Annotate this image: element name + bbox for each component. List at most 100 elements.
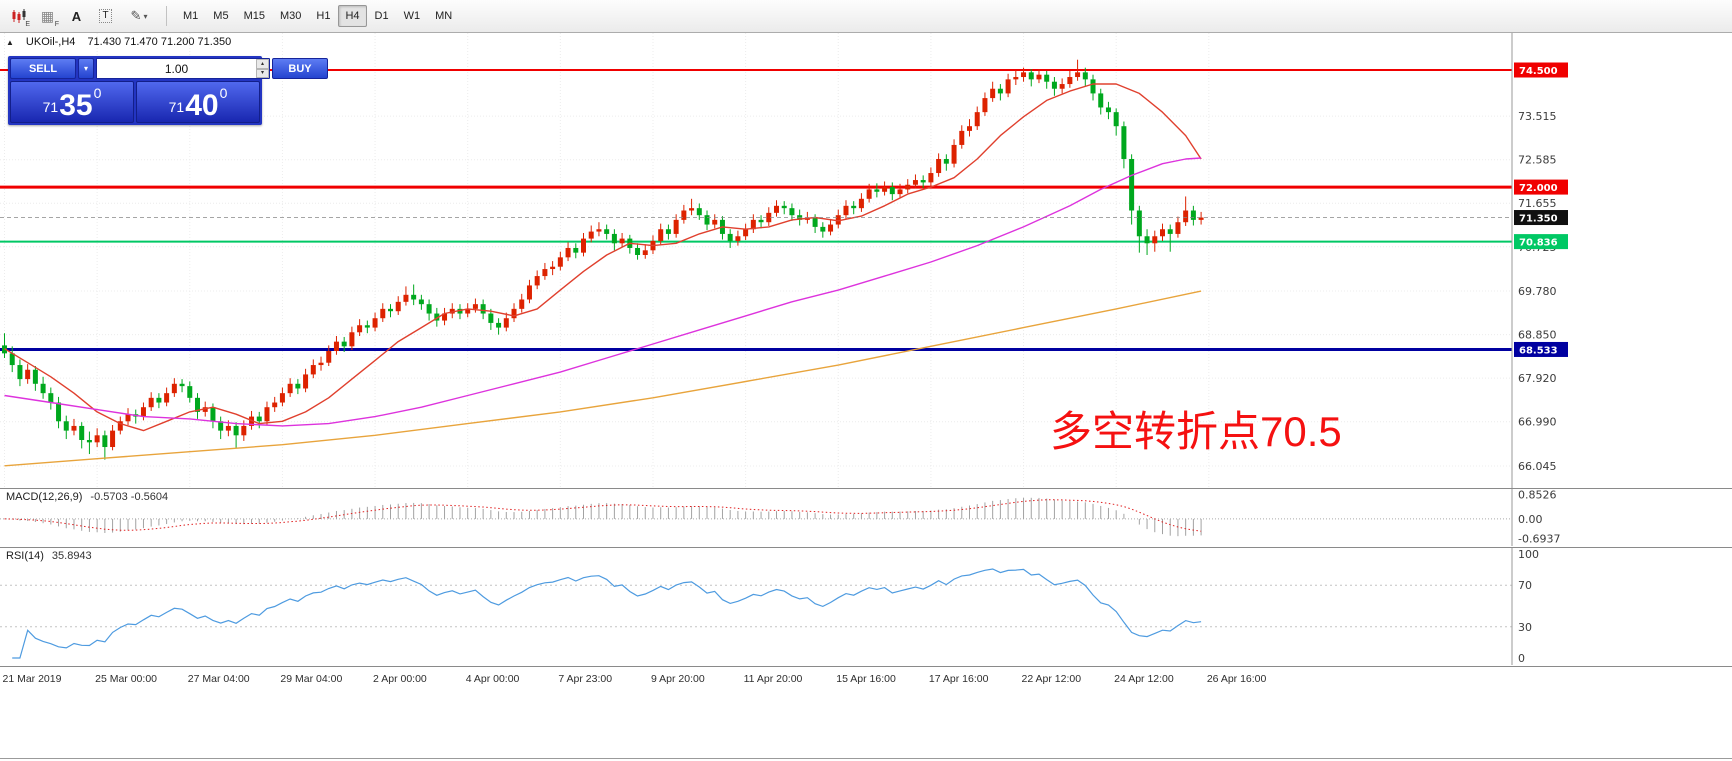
volume-input[interactable] [97, 59, 256, 78]
text-tool-icon[interactable]: T [92, 4, 119, 28]
time-axis-label: 4 Apr 00:00 [465, 673, 520, 685]
svg-text:-0.6937: -0.6937 [1518, 533, 1560, 546]
indicator-grid-icon[interactable]: ▦ F [34, 4, 61, 29]
chevron-down-icon: ▾ [143, 11, 148, 21]
candlestick-chart-icon[interactable]: E [5, 4, 32, 28]
volume-spinner: ▴ ▾ [256, 59, 269, 78]
time-axis-label: 21 Mar 2019 [2, 673, 62, 685]
svg-text:0: 0 [1518, 652, 1525, 665]
time-axis-label: 2 Apr 00:00 [373, 673, 427, 685]
svg-text:30: 30 [1518, 621, 1532, 634]
chart-annotation-text: 多空转折点70.5 [1050, 408, 1342, 455]
timeframe-mn-button[interactable]: MN [428, 5, 459, 27]
svg-text:71.350: 71.350 [1519, 214, 1558, 225]
macd-indicator-name: MACD(12,26,9) [6, 491, 83, 503]
svg-text:66.045: 66.045 [1518, 460, 1557, 473]
time-axis-label: 29 Mar 04:00 [280, 673, 343, 685]
time-axis-label: 24 Apr 12:00 [1114, 673, 1174, 685]
svg-text:68.533: 68.533 [1519, 345, 1558, 356]
cursor-a-glyph: A [71, 8, 82, 24]
timeframe-w1-button[interactable]: W1 [397, 5, 428, 27]
svg-text:0.00: 0.00 [1518, 513, 1543, 526]
timeframe-h1-button[interactable]: H1 [309, 5, 337, 27]
time-axis-label: 9 Apr 20:00 [650, 673, 705, 685]
svg-text:70: 70 [1518, 579, 1532, 592]
chart-title: ▲ UKOil-,H4 71.430 71.470 71.200 71.350 [6, 36, 231, 48]
collapse-panel-icon[interactable]: ▲ [6, 37, 14, 47]
main-chart-canvas[interactable]: 73.51572.58571.65570.72569.78068.85067.9… [0, 33, 1732, 488]
svg-text:66.990: 66.990 [1518, 416, 1557, 429]
timeframe-d1-button[interactable]: D1 [368, 5, 396, 27]
time-axis-label: 27 Mar 04:00 [187, 673, 250, 685]
timeframe-group: M1 M5 M15 M30 H1 H4 D1 W1 MN [176, 5, 459, 27]
time-axis-label: 11 Apr 20:00 [743, 673, 803, 685]
bid-price-prefix: 71 [42, 99, 59, 115]
macd-canvas[interactable]: 0.8526 0.00 -0.6937 [0, 489, 1732, 546]
rsi-label: RSI(14) 35.8943 [6, 550, 92, 562]
draw-tool-icon[interactable]: ✎ ▾ [121, 4, 157, 28]
macd-panel: 0.8526 0.00 -0.6937 MACD(12,26,9) -0.5703 … [0, 488, 1732, 547]
tool-sub-label: F [54, 21, 59, 28]
macd-values: -0.5703 -0.5604 [90, 491, 169, 503]
svg-text:0.8526: 0.8526 [1518, 489, 1557, 502]
timeframe-m5-button[interactable]: M5 [206, 5, 235, 27]
svg-text:72.000: 72.000 [1519, 183, 1558, 194]
svg-text:72.585: 72.585 [1518, 154, 1557, 167]
time-axis-label: 15 Apr 16:00 [836, 673, 896, 685]
timeframe-m15-button[interactable]: M15 [237, 5, 272, 27]
chart-area: 73.51572.58571.65570.72569.78068.85067.9… [0, 33, 1732, 488]
svg-text:74.500: 74.500 [1519, 66, 1558, 77]
rsi-canvas[interactable]: 100 70 30 0 [0, 548, 1732, 665]
chevron-up-icon: ▴ [260, 60, 264, 67]
volume-down-button[interactable]: ▾ [256, 68, 269, 78]
rsi-indicator-name: RSI(14) [6, 550, 44, 562]
cursor-tool-icon[interactable]: A [63, 4, 90, 28]
sell-button[interactable]: SELL [10, 58, 76, 79]
buy-button[interactable]: BUY [272, 58, 328, 79]
svg-text:67.920: 67.920 [1518, 372, 1557, 385]
volume-dropdown-button[interactable]: ▾ [78, 58, 94, 79]
macd-label: MACD(12,26,9) -0.5703 -0.5604 [6, 491, 168, 503]
time-axis-label: 17 Apr 16:00 [928, 673, 989, 685]
chart-symbol-label: UKOil-,H4 [25, 36, 76, 48]
pencil-glyph: ✎ [130, 8, 142, 23]
timeframe-h4-button[interactable]: H4 [338, 5, 367, 27]
svg-text:71.655: 71.655 [1518, 197, 1557, 210]
time-axis-label: 26 Apr 16:00 [1206, 673, 1267, 685]
toolbar-separator [166, 6, 167, 26]
candlestick-glyph [12, 8, 25, 23]
bid-price-pip-digit: 0 [93, 85, 102, 101]
volume-up-button[interactable]: ▴ [256, 59, 269, 69]
bid-price-big-digits: 35 [59, 88, 93, 122]
timeframe-m30-button[interactable]: M30 [273, 5, 308, 27]
timeframe-m1-button[interactable]: M1 [176, 5, 205, 27]
ask-price-prefix: 71 [168, 99, 185, 115]
trade-controls-row: SELL ▾ ▴ ▾ BUY [10, 58, 328, 79]
svg-text:68.850: 68.850 [1518, 329, 1557, 342]
time-axis-label: 7 Apr 23:00 [558, 673, 613, 685]
bottom-spacer [0, 693, 1732, 761]
text-t-glyph: T [99, 9, 112, 23]
tool-sub-label: E [25, 21, 30, 28]
chevron-down-icon: ▾ [260, 70, 264, 77]
toolbar: E ▦ F A T ✎ ▾ M1 M5 M15 M30 H1 H4 D1 W1 MN [0, 0, 1732, 33]
buy-price-display[interactable]: 71 40 0 [136, 81, 260, 123]
trade-prices-row: 71 35 0 71 40 0 [10, 81, 260, 123]
ask-price-pip-digit: 0 [219, 85, 228, 101]
time-axis-label: 22 Apr 12:00 [1021, 673, 1082, 685]
time-axis[interactable]: 21 Mar 2019 25 Mar 00:00 27 Mar 04:00 29 Ma… [0, 666, 1732, 693]
svg-text:70.836: 70.836 [1519, 238, 1558, 249]
rsi-panel: 100 70 30 0 RSI(14) 35.8943 [0, 547, 1732, 666]
chart-ohlc-label: 71.430 71.470 71.200 71.350 [87, 36, 232, 48]
grid-glyph: ▦ [40, 7, 55, 24]
ask-price-big-digits: 40 [185, 88, 219, 122]
sell-price-display[interactable]: 71 35 0 [10, 81, 134, 123]
volume-control: ▴ ▾ [96, 58, 270, 79]
svg-text:100: 100 [1518, 548, 1539, 561]
svg-text:73.515: 73.515 [1518, 110, 1557, 123]
time-axis-label: 25 Mar 00:00 [95, 673, 157, 685]
svg-text:69.780: 69.780 [1518, 285, 1557, 298]
rsi-value: 35.8943 [51, 550, 92, 562]
